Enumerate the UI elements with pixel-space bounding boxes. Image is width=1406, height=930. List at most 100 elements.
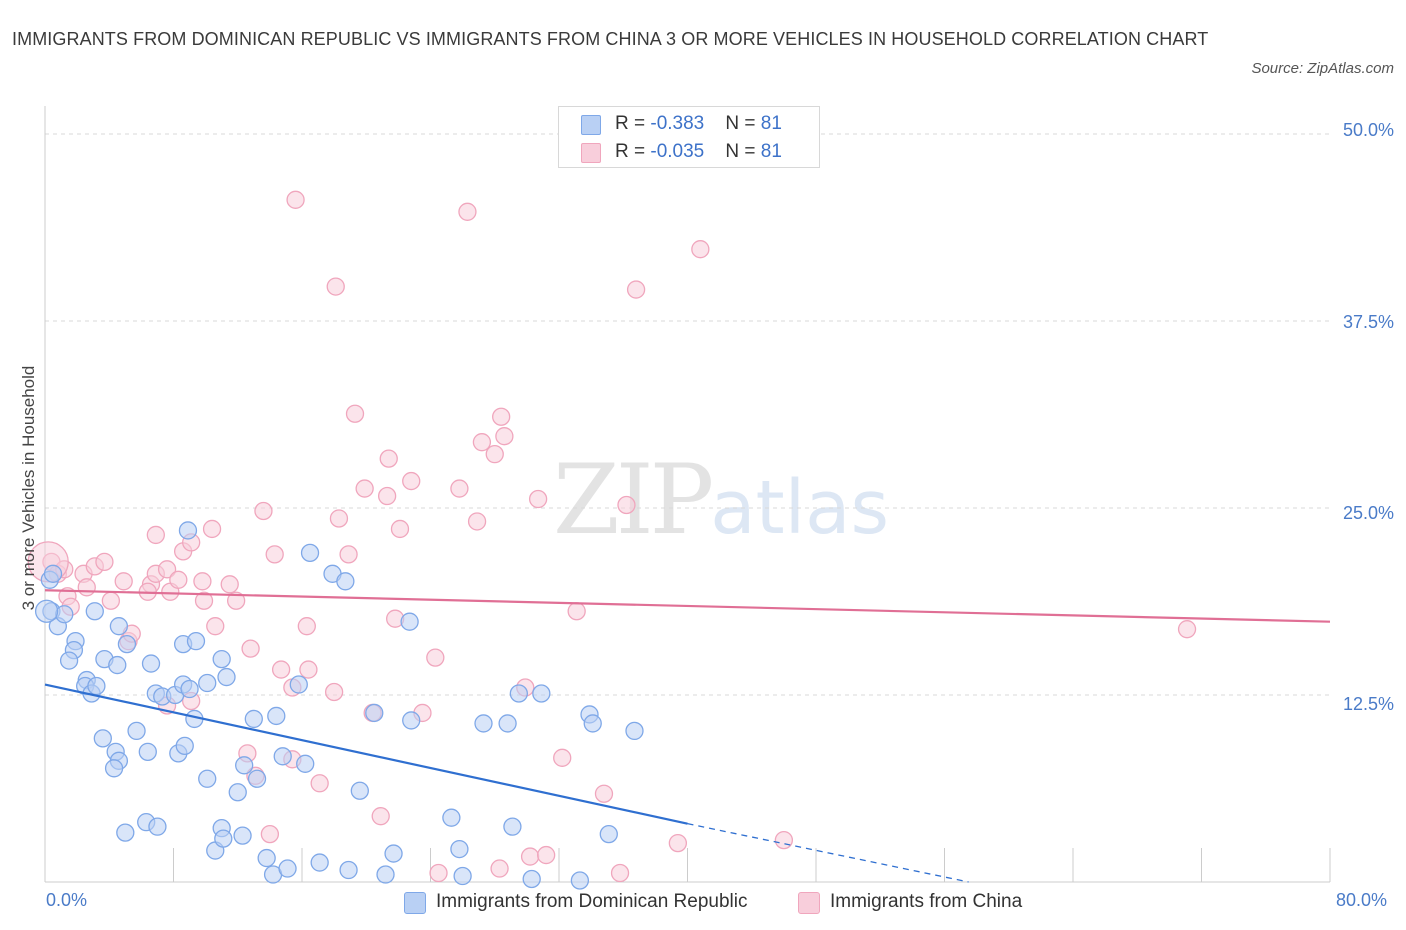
china-point [377, 486, 397, 506]
dominican-point [198, 769, 217, 788]
dominican-point [296, 754, 315, 773]
dominican-point [384, 844, 403, 863]
dominican-point [474, 714, 493, 733]
china-point [520, 847, 540, 866]
china-point [691, 240, 710, 259]
china-point [429, 863, 448, 883]
legend-swatch-pink [581, 143, 601, 163]
dominican-point [583, 714, 602, 733]
dominican-point [498, 714, 517, 733]
china-trend-line [44, 589, 1331, 623]
china-point [95, 552, 114, 572]
dominican-point [273, 747, 292, 766]
dominican-point [55, 605, 74, 624]
legend-label-dominican: Immigrants from Dominican Republic [436, 891, 748, 912]
correlation-legend: R = -0.383 N = 81 R = -0.035 N = 81 [558, 106, 820, 168]
china-point [567, 602, 586, 621]
dominican-point [109, 617, 129, 636]
dominican-point [570, 871, 590, 890]
dominican-point [450, 839, 469, 859]
dominican-point [117, 634, 137, 654]
dominican-point [116, 823, 135, 842]
china-point [668, 833, 688, 853]
china-point [260, 824, 280, 844]
china-point [101, 591, 121, 610]
dominican-point [336, 572, 355, 591]
china-point [390, 519, 410, 539]
dominican-point [138, 742, 157, 761]
dominican-point [186, 631, 206, 651]
dominican-point [289, 675, 308, 694]
y-axis-label-container: 3 or more Vehicles in Household [16, 330, 42, 650]
china-point [537, 845, 556, 865]
y-tick-25: 25.0% [1342, 503, 1394, 523]
legend-swatch-blue [581, 115, 601, 135]
china-point [114, 572, 133, 591]
china-point [329, 509, 349, 528]
china-point [297, 617, 316, 636]
y-tick-12-5: 12.5% [1342, 694, 1394, 714]
r-label: R = [615, 113, 651, 134]
series-dominican-points [34, 521, 644, 890]
y-tick-50: 50.0% [1342, 120, 1394, 140]
dominican-point [233, 826, 252, 845]
china-point [265, 545, 284, 564]
dominican-point [339, 860, 358, 880]
dominican-point [212, 649, 231, 669]
dominican-point [503, 817, 522, 836]
china-point [286, 190, 305, 209]
x-tick-80: 80.0% [1336, 890, 1388, 910]
dominican-point [141, 654, 161, 673]
china-point [146, 525, 165, 545]
n-value: 81 [760, 113, 782, 134]
legend-item-china: Immigrants from China [798, 888, 1058, 916]
dominican-point [228, 783, 247, 802]
china-point [194, 591, 214, 610]
dominican-point [599, 824, 618, 844]
n-value: 81 [760, 141, 782, 162]
china-point [157, 560, 177, 579]
china-point [271, 660, 291, 679]
dominican-point [127, 721, 146, 741]
china-point [355, 479, 374, 498]
dominican-point [442, 808, 461, 827]
china-point [626, 280, 646, 299]
dominican-trend-line [44, 683, 688, 825]
dominican-point [310, 853, 329, 872]
dominican-point [180, 679, 199, 699]
dominican-trend-extension [687, 823, 969, 883]
watermark: ZIPatlas [553, 440, 889, 568]
china-point [495, 427, 514, 446]
dominican-point [522, 869, 541, 889]
china-point [220, 575, 239, 594]
china-point [402, 471, 421, 491]
china-point [485, 444, 504, 464]
r-value: -0.035 [650, 141, 705, 162]
dominican-point [400, 612, 419, 631]
dominican-point [148, 817, 167, 836]
r-value: -0.383 [650, 113, 705, 134]
dominican-point [85, 602, 104, 621]
china-point [1177, 620, 1197, 639]
dominican-point [300, 543, 320, 563]
china-point [774, 830, 794, 850]
x-tick-0: 0.0% [46, 890, 88, 910]
n-label: N = [725, 141, 761, 162]
n-label: N = [725, 113, 761, 134]
dominican-point [532, 684, 551, 703]
source-label: Source: ZipAtlas.com [1251, 60, 1394, 77]
legend-label-china: Immigrants from China [830, 891, 1023, 912]
china-point [490, 859, 509, 878]
trend-lines [44, 589, 1331, 883]
china-point [450, 479, 469, 498]
dominican-point [43, 564, 63, 583]
r-label: R = [615, 141, 651, 162]
axes [44, 106, 1331, 883]
china-point [553, 748, 572, 767]
china-point [241, 639, 260, 658]
series-china-points [27, 190, 1197, 883]
china-point [254, 501, 273, 521]
dominican-point [402, 711, 421, 730]
china-point [371, 807, 390, 826]
china-point [458, 202, 477, 221]
